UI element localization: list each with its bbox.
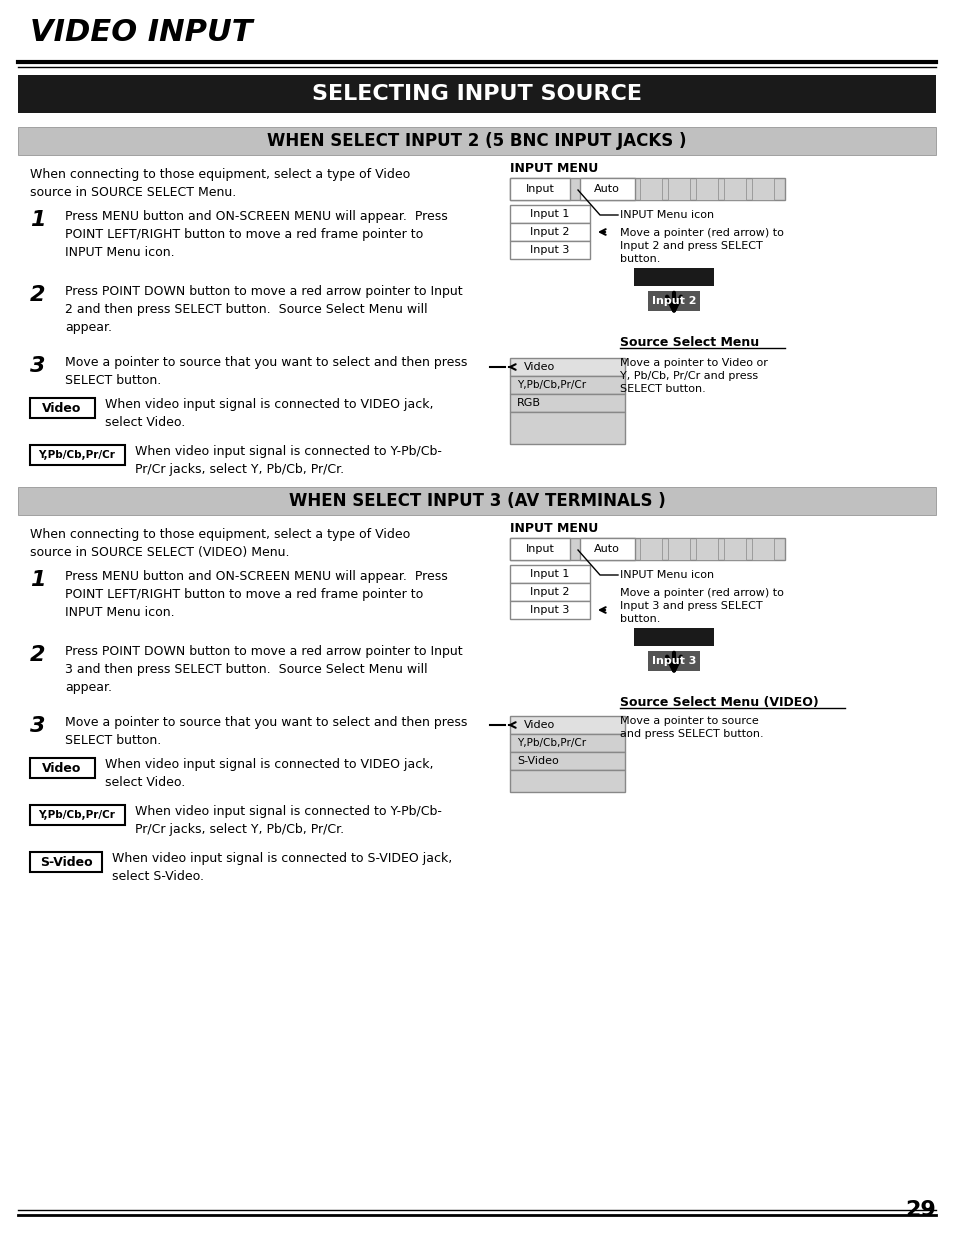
Text: Video: Video xyxy=(42,401,82,415)
Text: 2: 2 xyxy=(30,285,46,305)
Text: WHEN SELECT INPUT 2 (5 BNC INPUT JACKS ): WHEN SELECT INPUT 2 (5 BNC INPUT JACKS ) xyxy=(267,132,686,149)
Text: Source Select Menu: Source Select Menu xyxy=(619,336,759,350)
Polygon shape xyxy=(634,268,713,287)
Text: Y,Pb/Cb,Pr/Cr: Y,Pb/Cb,Pr/Cr xyxy=(38,810,115,820)
Text: When video input signal is connected to Y-Pb/Cb-
Pr/Cr jacks, select Y, Pb/Cb, P: When video input signal is connected to … xyxy=(135,805,441,836)
Polygon shape xyxy=(510,716,624,734)
Polygon shape xyxy=(510,394,624,412)
Text: INPUT MENU: INPUT MENU xyxy=(510,162,598,175)
Polygon shape xyxy=(510,538,569,559)
Text: Input 3: Input 3 xyxy=(530,245,569,254)
Text: SELECTING INPUT SOURCE: SELECTING INPUT SOURCE xyxy=(312,84,641,104)
Text: Source Select Menu (VIDEO): Source Select Menu (VIDEO) xyxy=(619,697,818,709)
Text: When video input signal is connected to VIDEO jack,
select Video.: When video input signal is connected to … xyxy=(105,398,433,429)
Polygon shape xyxy=(696,538,718,559)
Polygon shape xyxy=(634,629,713,646)
Polygon shape xyxy=(510,412,624,445)
Text: INPUT MENU: INPUT MENU xyxy=(510,522,598,535)
Polygon shape xyxy=(510,205,589,224)
Text: Video: Video xyxy=(523,720,555,730)
Text: When video input signal is connected to VIDEO jack,
select Video.: When video input signal is connected to … xyxy=(105,758,433,789)
Text: Move a pointer to source that you want to select and then press
SELECT button.: Move a pointer to source that you want t… xyxy=(65,716,467,747)
Text: Input 1: Input 1 xyxy=(530,569,569,579)
Text: Move a pointer (red arrow) to
Input 2 and press SELECT
button.: Move a pointer (red arrow) to Input 2 an… xyxy=(619,228,783,264)
Polygon shape xyxy=(696,178,718,200)
Text: Input 1: Input 1 xyxy=(530,209,569,219)
Polygon shape xyxy=(510,358,624,375)
Polygon shape xyxy=(30,805,125,825)
Text: Y,Pb/Cb,Pr/Cr: Y,Pb/Cb,Pr/Cr xyxy=(38,450,115,459)
Text: When video input signal is connected to Y-Pb/Cb-
Pr/Cr jacks, select Y, Pb/Cb, P: When video input signal is connected to … xyxy=(135,445,441,475)
Text: INPUT Menu icon: INPUT Menu icon xyxy=(619,210,714,220)
Polygon shape xyxy=(510,178,569,200)
Polygon shape xyxy=(510,583,589,601)
Polygon shape xyxy=(723,538,745,559)
Text: Move a pointer (red arrow) to
Input 3 and press SELECT
button.: Move a pointer (red arrow) to Input 3 an… xyxy=(619,588,783,625)
Text: Video: Video xyxy=(42,762,82,774)
Polygon shape xyxy=(510,752,624,769)
Polygon shape xyxy=(510,241,589,259)
Polygon shape xyxy=(30,398,95,417)
Text: When connecting to those equipment, select a type of Video
source in SOURCE SELE: When connecting to those equipment, sele… xyxy=(30,168,410,199)
Polygon shape xyxy=(723,178,745,200)
Text: Input: Input xyxy=(525,543,554,555)
Polygon shape xyxy=(510,375,624,394)
Text: WHEN SELECT INPUT 3 (AV TERMINALS ): WHEN SELECT INPUT 3 (AV TERMINALS ) xyxy=(289,492,664,510)
Polygon shape xyxy=(510,564,589,583)
Polygon shape xyxy=(751,178,773,200)
Text: Video: Video xyxy=(523,362,555,372)
Polygon shape xyxy=(30,852,102,872)
Text: 1: 1 xyxy=(30,571,46,590)
Text: Auto: Auto xyxy=(594,543,619,555)
Polygon shape xyxy=(639,178,661,200)
Polygon shape xyxy=(579,538,635,559)
Text: 3: 3 xyxy=(30,356,46,375)
Text: Input 2: Input 2 xyxy=(651,296,696,306)
Text: Input 3: Input 3 xyxy=(530,605,569,615)
Text: Input 2: Input 2 xyxy=(530,587,569,597)
Text: RGB: RGB xyxy=(517,398,540,408)
Polygon shape xyxy=(579,178,635,200)
Text: Input: Input xyxy=(525,184,554,194)
Polygon shape xyxy=(510,224,589,241)
Text: S-Video: S-Video xyxy=(517,756,558,766)
Text: Y,Pb/Cb,Pr/Cr: Y,Pb/Cb,Pr/Cr xyxy=(517,739,585,748)
Polygon shape xyxy=(510,538,784,559)
Text: Y,Pb/Cb,Pr/Cr: Y,Pb/Cb,Pr/Cr xyxy=(517,380,585,390)
Polygon shape xyxy=(667,178,689,200)
Text: Move a pointer to source
and press SELECT button.: Move a pointer to source and press SELEC… xyxy=(619,716,762,740)
Polygon shape xyxy=(30,445,125,466)
Text: VIDEO INPUT: VIDEO INPUT xyxy=(30,19,253,47)
Text: Input 2: Input 2 xyxy=(530,227,569,237)
Text: Press MENU button and ON-SCREEN MENU will appear.  Press
POINT LEFT/RIGHT button: Press MENU button and ON-SCREEN MENU wil… xyxy=(65,571,447,619)
Polygon shape xyxy=(647,651,700,671)
Text: Auto: Auto xyxy=(594,184,619,194)
Text: 1: 1 xyxy=(30,210,46,230)
Polygon shape xyxy=(510,734,624,752)
Text: Move a pointer to source that you want to select and then press
SELECT button.: Move a pointer to source that you want t… xyxy=(65,356,467,387)
Polygon shape xyxy=(647,291,700,311)
Text: 3: 3 xyxy=(30,716,46,736)
Text: When connecting to those equipment, select a type of Video
source in SOURCE SELE: When connecting to those equipment, sele… xyxy=(30,529,410,559)
Polygon shape xyxy=(510,769,624,792)
Text: S-Video: S-Video xyxy=(40,856,92,868)
Text: 29: 29 xyxy=(904,1200,935,1220)
Polygon shape xyxy=(667,538,689,559)
Polygon shape xyxy=(18,487,935,515)
Polygon shape xyxy=(510,178,784,200)
Text: When video input signal is connected to S-VIDEO jack,
select S-Video.: When video input signal is connected to … xyxy=(112,852,452,883)
Text: 2: 2 xyxy=(30,645,46,664)
Polygon shape xyxy=(18,75,935,112)
Text: Press MENU button and ON-SCREEN MENU will appear.  Press
POINT LEFT/RIGHT button: Press MENU button and ON-SCREEN MENU wil… xyxy=(65,210,447,259)
Text: Press POINT DOWN button to move a red arrow pointer to Input
2 and then press SE: Press POINT DOWN button to move a red ar… xyxy=(65,285,462,333)
Polygon shape xyxy=(751,538,773,559)
Text: Press POINT DOWN button to move a red arrow pointer to Input
3 and then press SE: Press POINT DOWN button to move a red ar… xyxy=(65,645,462,694)
Polygon shape xyxy=(510,601,589,619)
Text: Move a pointer to Video or
Y, Pb/Cb, Pr/Cr and press
SELECT button.: Move a pointer to Video or Y, Pb/Cb, Pr/… xyxy=(619,358,767,394)
Polygon shape xyxy=(30,758,95,778)
Text: INPUT Menu icon: INPUT Menu icon xyxy=(619,571,714,580)
Polygon shape xyxy=(639,538,661,559)
Polygon shape xyxy=(18,127,935,156)
Text: Input 3: Input 3 xyxy=(651,656,696,666)
